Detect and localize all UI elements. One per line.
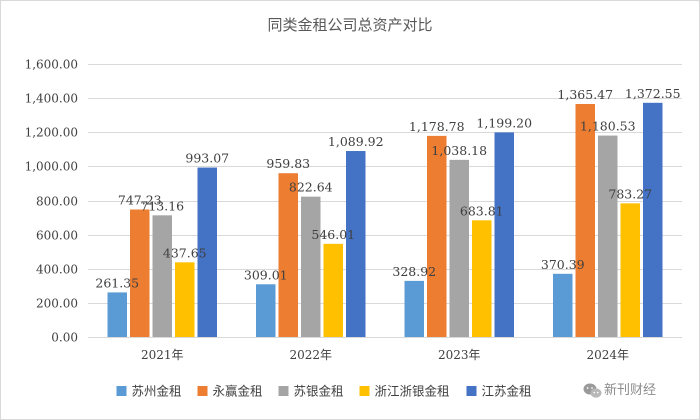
bar-浙江浙银金租-2021年 [175, 262, 195, 337]
legend-item-苏银金租: 苏银金租 [278, 384, 344, 399]
bar-苏州金租-2023年 [404, 280, 424, 337]
bar-苏银金租-2023年 [449, 159, 469, 337]
y-tick-label: 1,600.00 [25, 58, 78, 72]
data-label: 993.07 [185, 151, 229, 166]
legend-item-苏州金租: 苏州金租 [116, 384, 182, 399]
legend-label: 苏州金租 [132, 384, 182, 399]
bar-江苏金租-2021年 [197, 167, 217, 337]
bar-苏州金租-2022年 [256, 284, 276, 337]
legend-label: 浙江浙银金租 [375, 384, 450, 399]
data-label: 713.16 [140, 198, 184, 213]
data-label: 261.35 [95, 275, 139, 290]
data-label: 546.01 [311, 227, 355, 242]
data-label: 309.01 [244, 267, 288, 282]
data-label: 1,199.20 [476, 115, 532, 130]
watermark-text: 新刊财经 [604, 382, 656, 398]
y-tick-label: 1,200.00 [25, 126, 78, 140]
bar-永赢金租-2021年 [130, 209, 150, 337]
y-tick-label: 0.00 [51, 331, 78, 345]
data-label: 1,365.47 [557, 87, 613, 102]
data-label: 959.83 [266, 156, 310, 171]
data-label: 370.39 [541, 257, 585, 272]
x-tick-label: 2023年 [438, 348, 481, 362]
legend-label: 苏银金租 [294, 384, 344, 399]
bar-苏银金租-2022年 [301, 196, 321, 337]
data-label: 328.92 [392, 264, 436, 279]
chart-title: 同类金租公司总资产对比 [267, 16, 432, 34]
bar-苏州金租-2024年 [553, 273, 573, 337]
y-tick-label: 1,000.00 [25, 160, 78, 174]
y-tick-label: 800.00 [36, 195, 78, 209]
bar-永赢金租-2022年 [278, 173, 298, 337]
legend: 苏州金租 永赢金租 苏银金租 浙江浙银金租 江苏金租 [116, 384, 532, 399]
data-label: 1,038.18 [431, 143, 487, 158]
bar-永赢金租-2024年 [575, 104, 595, 337]
bar-苏银金租-2021年 [152, 215, 172, 337]
bar-苏银金租-2024年 [598, 135, 618, 337]
bars [107, 102, 663, 337]
y-tick-label: 600.00 [36, 229, 78, 243]
data-label: 1,180.53 [580, 119, 636, 134]
data-label: 1,372.55 [625, 86, 681, 101]
data-label: 822.64 [289, 180, 333, 195]
bar-浙江浙银金租-2024年 [620, 203, 640, 337]
legend-label: 江苏金租 [482, 384, 532, 399]
x-tick-label: 2021年 [141, 348, 184, 362]
data-label: 437.65 [163, 245, 207, 260]
y-tick-label: 400.00 [36, 263, 78, 277]
data-label: 783.27 [608, 186, 652, 201]
legend-swatch [116, 386, 127, 396]
legend-item-江苏金租: 江苏金租 [466, 384, 532, 399]
x-axis-tick-labels: 2021年 2022年 2023年 2024年 [141, 348, 629, 362]
data-label: 1,178.78 [409, 119, 465, 134]
legend-label: 永赢金租 [213, 384, 263, 399]
legend-swatch [197, 386, 208, 396]
bar-江苏金租-2022年 [346, 151, 366, 337]
bar-浙江浙银金租-2023年 [472, 220, 492, 337]
data-label: 683.81 [460, 203, 504, 218]
data-label: 747.23 [118, 193, 162, 208]
bar-永赢金租-2023年 [427, 135, 447, 337]
legend-swatch [466, 386, 477, 396]
wechat-icon [583, 383, 602, 398]
legend-swatch [359, 386, 370, 396]
bar-江苏金租-2023年 [494, 132, 514, 337]
y-axis-tick-labels: 0.00 200.00 400.00 600.00 800.00 1,000.00 1,20… [25, 58, 78, 345]
y-tick-label: 200.00 [36, 297, 78, 311]
x-tick-label: 2024年 [586, 348, 629, 362]
legend-swatch [278, 386, 289, 396]
x-tick-label: 2022年 [289, 348, 332, 362]
data-label: 1,089.92 [328, 134, 384, 149]
y-tick-label: 1,400.00 [25, 92, 78, 106]
legend-item-浙江浙银金租: 浙江浙银金租 [359, 384, 450, 399]
bar-江苏金租-2024年 [643, 102, 663, 337]
bar-苏州金租-2021年 [107, 292, 127, 337]
legend-item-永赢金租: 永赢金租 [197, 384, 263, 399]
watermark: 新刊财经 [583, 382, 656, 398]
bar-浙江浙银金租-2022年 [323, 243, 343, 337]
